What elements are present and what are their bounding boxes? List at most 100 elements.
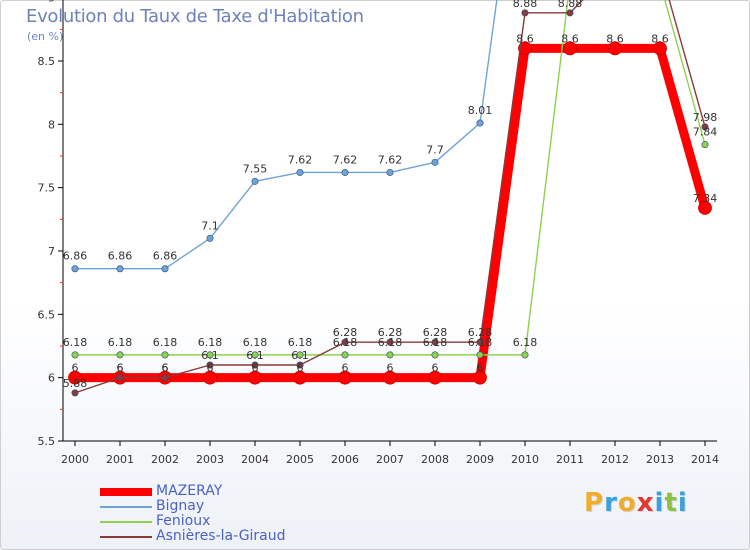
proxiti-logo: Proxiti <box>584 488 688 518</box>
data-point <box>341 351 349 359</box>
data-point <box>338 370 352 385</box>
data-label: 8.6 <box>561 32 579 45</box>
data-point <box>341 338 349 346</box>
y-tick-label: 8.5 <box>38 55 56 68</box>
logo-letter: i <box>654 488 665 518</box>
y-tick-label: 7 <box>48 245 55 258</box>
data-label: 8.88 <box>558 0 583 10</box>
data-point <box>251 361 259 369</box>
data-label: 6.86 <box>63 250 88 263</box>
data-point <box>296 168 304 176</box>
data-point <box>476 338 484 346</box>
data-label: 7.62 <box>333 153 358 166</box>
data-label: 8.6 <box>516 32 534 45</box>
data-point <box>206 234 214 242</box>
data-label: 6.1 <box>246 349 264 362</box>
data-point <box>296 351 304 359</box>
data-point <box>206 351 214 359</box>
data-point <box>161 374 169 382</box>
x-tick-label: 2010 <box>511 453 539 466</box>
data-point <box>431 338 439 346</box>
data-label: 6.18 <box>243 336 268 349</box>
data-point <box>203 370 217 385</box>
data-point <box>653 41 667 56</box>
data-label: 6 <box>117 362 124 375</box>
legend-swatch <box>100 521 152 523</box>
data-point <box>476 351 484 359</box>
y-tick-label: 6.5 <box>38 308 56 321</box>
data-label: 6.18 <box>153 336 178 349</box>
data-label: 6 <box>297 362 304 375</box>
data-point <box>386 351 394 359</box>
logo-letter: x <box>636 488 655 518</box>
x-tick-label: 2000 <box>61 453 89 466</box>
data-label: 5.88 <box>63 377 88 390</box>
data-point <box>251 177 259 185</box>
data-label: 6 <box>162 362 169 375</box>
data-point <box>248 370 262 385</box>
chart-title: Evolution du Taux de Taxe d'Habitation <box>26 6 364 27</box>
data-label: 6.18 <box>198 336 223 349</box>
data-label: 6.18 <box>63 336 88 349</box>
logo-letter: P <box>584 488 605 518</box>
data-label: 6.18 <box>513 336 538 349</box>
data-label: 8.01 <box>468 104 493 117</box>
legend-swatch <box>100 488 152 496</box>
data-label: 6.28 <box>468 326 493 339</box>
x-tick-label: 2007 <box>376 453 404 466</box>
legend-swatch <box>100 536 152 538</box>
logo-letter: r <box>604 488 618 518</box>
data-label: 8.6 <box>651 32 669 45</box>
data-label: 7.1 <box>201 219 219 232</box>
data-point <box>251 351 259 359</box>
data-point <box>521 351 529 359</box>
data-point <box>521 9 529 17</box>
data-label: 6.28 <box>423 326 448 339</box>
y-tick-label: 7.5 <box>38 182 56 195</box>
data-label: 6 <box>117 362 124 375</box>
data-point <box>161 265 169 273</box>
logo-letter: t <box>664 488 678 518</box>
data-label: 6.1 <box>291 349 309 362</box>
data-label: 6 <box>162 362 169 375</box>
data-label: 6 <box>252 362 259 375</box>
data-label: 6.28 <box>378 326 403 339</box>
data-point <box>71 389 79 397</box>
data-label: 7.84 <box>693 126 718 139</box>
data-point <box>701 141 709 149</box>
y-tick-label: 5.5 <box>38 435 56 448</box>
data-label: 6 <box>207 362 214 375</box>
data-label: 8.88 <box>513 0 538 10</box>
y-tick-label: 9 <box>48 0 55 5</box>
data-point <box>206 361 214 369</box>
data-label: 6.18 <box>288 336 313 349</box>
x-tick-label: 2014 <box>691 453 719 466</box>
data-point <box>161 351 169 359</box>
data-label: 6 <box>342 362 349 375</box>
legend-label: Asnières-la-Giraud <box>156 528 286 544</box>
data-point <box>116 374 124 382</box>
legend-label: MAZERAY <box>156 483 223 499</box>
data-label: 6.1 <box>201 349 219 362</box>
x-tick-label: 2009 <box>466 453 494 466</box>
y-tick-label: 8 <box>48 118 55 131</box>
x-tick-label: 2005 <box>286 453 314 466</box>
data-point <box>428 370 442 385</box>
data-point <box>518 41 532 56</box>
legend-swatch <box>100 506 152 508</box>
data-label: 6.18 <box>468 336 493 349</box>
y-tick-label: 6 <box>48 372 55 385</box>
data-label: 6.18 <box>108 336 133 349</box>
data-label: 7.98 <box>693 111 718 124</box>
data-label: 6.18 <box>333 336 358 349</box>
data-label: 6 <box>432 362 439 375</box>
data-point <box>563 41 577 56</box>
data-point <box>116 351 124 359</box>
data-point <box>701 123 709 131</box>
data-point <box>386 338 394 346</box>
x-tick-label: 2004 <box>241 453 269 466</box>
x-tick-label: 2011 <box>556 453 584 466</box>
data-label: 7.62 <box>378 153 403 166</box>
data-point <box>431 158 439 166</box>
